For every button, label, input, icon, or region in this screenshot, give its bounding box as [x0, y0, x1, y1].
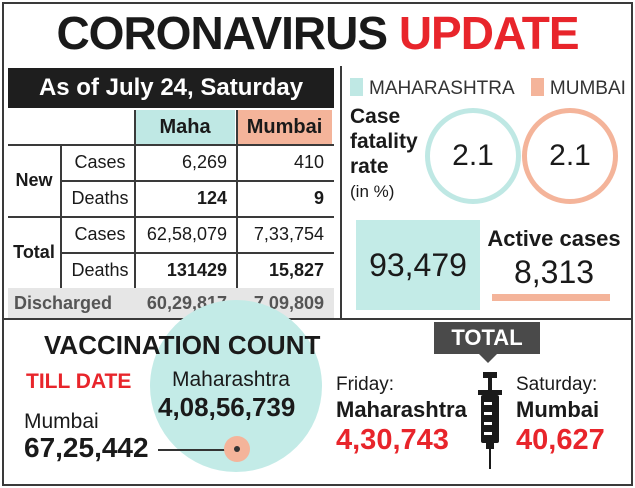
friday-label: Friday: [336, 374, 395, 395]
vacc-mumbai-label: Mumbai [24, 410, 99, 433]
legend: MAHARASHTRA MUMBAI [350, 78, 626, 100]
active-cases-label: Active cases [487, 226, 621, 251]
table-row: Deaths 124 9 [8, 180, 334, 216]
headline-part-1: CORONAVIRUS [56, 7, 388, 59]
cfr-line-1: Case [350, 105, 401, 128]
table-rule [134, 110, 136, 288]
panel-divider-horizontal [4, 318, 631, 320]
cfr-unit: (in %) [350, 182, 395, 201]
cfr-line-2: fatality [350, 130, 418, 153]
active-cases-maha: 93,479 [356, 220, 480, 310]
till-date-label: TILL DATE [26, 370, 132, 393]
mumbai-value: 15,827 [268, 260, 324, 280]
saturday-region: Mumbai [516, 397, 600, 422]
pointer-line [158, 449, 236, 451]
table-rule [8, 144, 334, 146]
maha-value: 6,269 [181, 152, 227, 172]
table-rule [60, 252, 334, 254]
legend-maha: MAHARASHTRA [369, 78, 514, 99]
row-label: Deaths [71, 260, 129, 280]
table-rule [60, 144, 62, 288]
panel-divider-vertical [340, 66, 342, 318]
vacc-maha-label: Maharashtra [172, 368, 290, 391]
mumbai-value: 9 [313, 188, 324, 208]
cfr-mumbai-circle: 2.1 [522, 108, 618, 204]
table-rule [8, 216, 334, 218]
total-tag-arrow [479, 354, 497, 363]
legend-mumbai: MUMBAI [549, 78, 626, 99]
active-cases-mumbai-bar [492, 294, 610, 301]
legend-swatch-mumbai [530, 78, 544, 96]
vacc-mumbai-value: 67,25,442 [24, 432, 149, 463]
maha-value: 124 [196, 188, 227, 208]
table-row: Cases 6,269 410 [8, 144, 334, 180]
friday-region: Maharashtra [336, 397, 467, 422]
total-tag: TOTAL [434, 322, 540, 354]
cfr-maha-circle: 2.1 [425, 108, 521, 204]
group-label-new: New [15, 170, 53, 190]
cfr-line-3: rate [350, 155, 389, 178]
group-label-total: Total [13, 242, 55, 262]
mumbai-value: 410 [293, 152, 324, 172]
headline-part-2: UPDATE [398, 7, 580, 59]
column-header-maha: Maha [135, 110, 235, 144]
discharged-label: Discharged [14, 293, 113, 313]
friday-value: 4,30,743 [336, 424, 449, 456]
saturday-value: 40,627 [516, 424, 605, 456]
table-rule [60, 180, 334, 182]
maha-value: 131429 [166, 260, 227, 280]
row-label: Cases [74, 152, 126, 172]
row-label: Deaths [71, 188, 129, 208]
table-row: Cases 62,58,079 7,33,754 [8, 216, 334, 252]
vaccination-title: VACCINATION COUNT [44, 330, 321, 360]
legend-swatch-maha [350, 78, 363, 96]
pointer-dot-center [234, 446, 240, 452]
row-label: Cases [74, 224, 126, 244]
active-cases-mumbai: 8,313 [513, 254, 595, 290]
maha-value: 62,58,079 [146, 224, 227, 244]
vacc-maha-value: 4,08,56,739 [158, 392, 296, 422]
column-header-mumbai: Mumbai [237, 110, 332, 144]
table-rule [236, 110, 238, 288]
discharged-row: Discharged 60,29,817 7,09,809 [8, 288, 334, 318]
saturday-label: Saturday: [516, 374, 598, 395]
cfr-label: Case fatality rate (in %) [350, 104, 418, 204]
as-of-banner: As of July 24, Saturday [8, 68, 334, 108]
table-row: Deaths 131429 15,827 [8, 252, 334, 288]
mumbai-value: 7,33,754 [253, 224, 324, 244]
syringe-icon [478, 372, 502, 469]
headline: CORONAVIRUS UPDATE [0, 6, 635, 60]
